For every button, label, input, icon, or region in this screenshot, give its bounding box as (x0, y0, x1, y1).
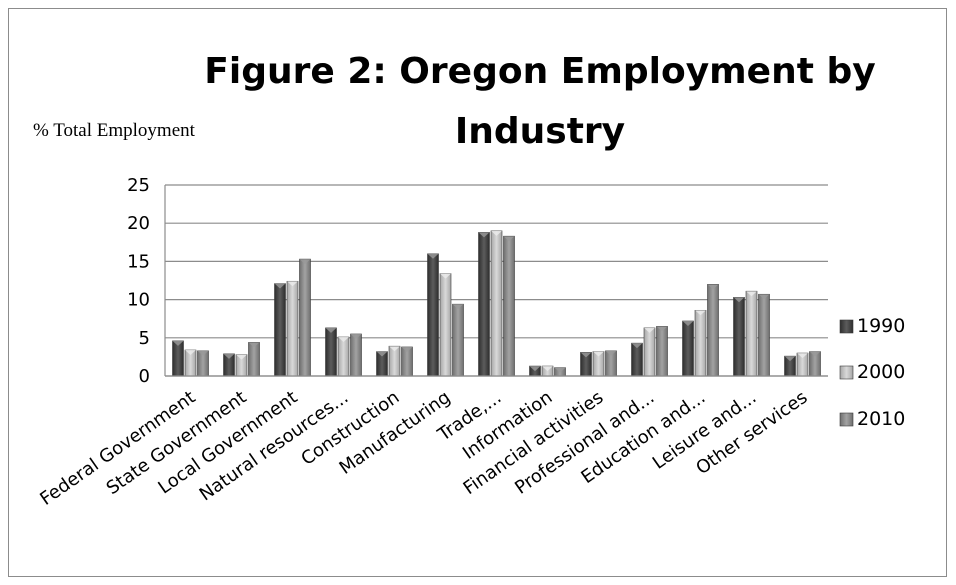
bar-2010 (707, 284, 719, 377)
bar-cap (707, 284, 719, 290)
bar-2000 (694, 309, 707, 377)
bar-cap (593, 351, 604, 357)
bar-cap (248, 342, 260, 348)
bar-2010 (758, 293, 770, 377)
bar-cap (389, 346, 400, 352)
bar-cap (695, 310, 706, 316)
y-axis-label: % Total Employment (33, 120, 195, 141)
bar-cap (542, 366, 553, 372)
bar-cap (452, 304, 464, 310)
bar-2000 (745, 290, 758, 377)
legend-swatch-1990 (839, 319, 854, 334)
bar-2000 (490, 230, 503, 377)
bar-2000 (286, 280, 299, 377)
bar-1990 (478, 232, 490, 377)
chart-title: Figure 2: Oregon Employment by Industry (204, 51, 876, 152)
bar-2010 (299, 258, 311, 377)
bar-cap (656, 326, 668, 332)
bar-2000 (439, 273, 452, 377)
bar-cap (236, 354, 247, 360)
bar-cap (733, 297, 745, 303)
bar-1990 (682, 320, 694, 377)
bar-cap (338, 337, 349, 343)
bar-cap (746, 291, 757, 297)
bar-cap (287, 281, 298, 287)
bar-2010 (656, 326, 668, 377)
bar-cap (401, 346, 413, 352)
legend-label-2000: 2000 (857, 361, 905, 383)
bar-cap (185, 350, 196, 356)
bar-cap (644, 327, 655, 333)
bar-2000 (643, 327, 656, 377)
bar-cap (197, 350, 209, 356)
bar-2010 (503, 235, 515, 377)
y-tick-label: 0 (139, 366, 150, 387)
bar-cap (274, 283, 286, 289)
bar-cap (427, 253, 439, 259)
bar-cap (503, 236, 515, 242)
bar-cap (758, 294, 770, 300)
bar-cap (376, 351, 388, 357)
bar-1990 (733, 297, 745, 377)
bar-2010 (452, 303, 464, 377)
bar-cap (554, 367, 566, 373)
bar-cap (797, 353, 808, 359)
y-tick-label: 5 (139, 328, 150, 349)
y-tick-label: 10 (127, 290, 150, 311)
legend: 1990 2000 2010 (839, 315, 905, 430)
bar-cap (478, 232, 490, 238)
bar-cap (440, 273, 451, 279)
bar-2000 (337, 336, 350, 377)
bar-cap (223, 353, 235, 359)
bar-cap (325, 327, 337, 333)
y-tick-label: 25 (127, 175, 150, 196)
legend-label-1990: 1990 (857, 315, 905, 337)
bar-1990 (172, 340, 184, 377)
legend-label-2010: 2010 (857, 408, 905, 430)
bars (172, 230, 821, 377)
bar-cap (580, 352, 592, 358)
bar-cap (809, 351, 821, 357)
bar-2010 (248, 342, 260, 377)
bar-cap (682, 320, 694, 326)
bar-cap (491, 230, 502, 236)
bar-cap (631, 343, 643, 349)
bar-cap (529, 366, 541, 372)
bar-2010 (350, 333, 362, 377)
bar-1990 (427, 253, 439, 377)
bar-1990 (274, 283, 286, 377)
legend-swatch-2000 (839, 365, 854, 380)
y-tick-label: 20 (127, 213, 150, 234)
bar-cap (299, 259, 311, 265)
y-tick-label: 15 (127, 251, 150, 272)
bar-1990 (325, 327, 337, 377)
bar-cap (172, 340, 184, 346)
legend-swatch-2010 (839, 412, 854, 427)
bar-cap (605, 350, 617, 356)
bar-cap (350, 333, 362, 339)
bar-cap (784, 356, 796, 362)
